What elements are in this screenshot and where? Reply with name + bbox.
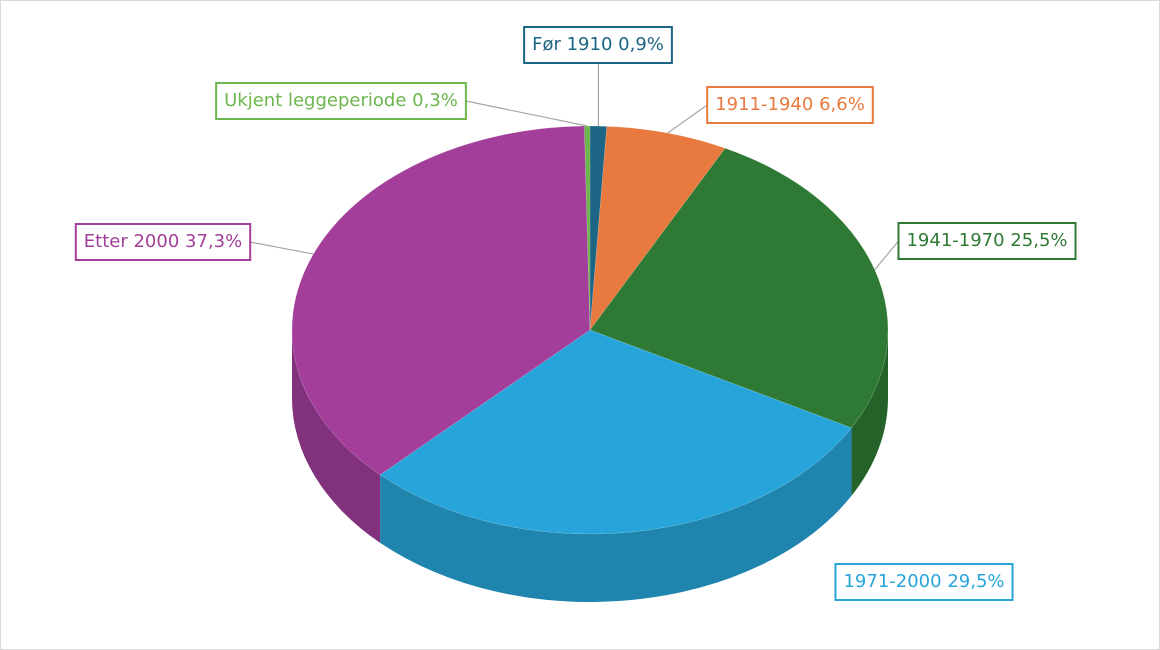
leader-line [667,104,708,134]
pie-side [851,330,888,496]
label-value: 6,6% [819,94,865,115]
label-value: 0,3% [412,90,458,111]
label-text: Ukjent leggeperiode 0,3% [224,90,458,111]
label-box [523,26,673,64]
label-box [74,223,252,261]
label-text: 1911-1940 6,6% [715,94,865,115]
label-category: Før 1910 [532,34,612,55]
leader-line [874,240,899,271]
data-label: Etter 2000 37,3% [74,223,252,261]
label-category: Etter 2000 [84,231,180,252]
label-value: 37,3% [185,231,242,252]
label-box [215,82,467,120]
label-text: 1941-1970 25,5% [906,230,1067,251]
pie-side [380,427,852,602]
label-text: Før 1910 0,9% [532,34,664,55]
label-category: 1941-1970 [906,230,1004,251]
pie-side [292,330,381,543]
data-label: Ukjent leggeperiode 0,3% [215,82,467,120]
label-value: 25,5% [1010,230,1067,251]
label-text: 1971-2000 29,5% [843,571,1004,592]
leader-line [465,100,588,127]
pie-slice [291,125,591,476]
pie-slice [589,147,889,429]
label-value: 29,5% [947,571,1004,592]
data-label: 1941-1970 25,5% [897,222,1077,260]
data-label: 1971-2000 29,5% [834,563,1014,601]
leader-line [250,241,314,255]
pie-slice [589,126,726,331]
label-box [897,222,1077,260]
label-box [834,563,1014,601]
label-text: Etter 2000 37,3% [84,231,242,252]
label-category: Ukjent leggeperiode [224,90,406,111]
label-category: 1971-2000 [843,571,941,592]
data-label: 1911-1940 6,6% [706,86,874,124]
label-value: 0,9% [618,34,664,55]
data-label: Før 1910 0,9% [523,26,673,64]
label-box [706,86,874,124]
label-category: 1911-1940 [715,94,813,115]
pie-slice [379,329,852,535]
